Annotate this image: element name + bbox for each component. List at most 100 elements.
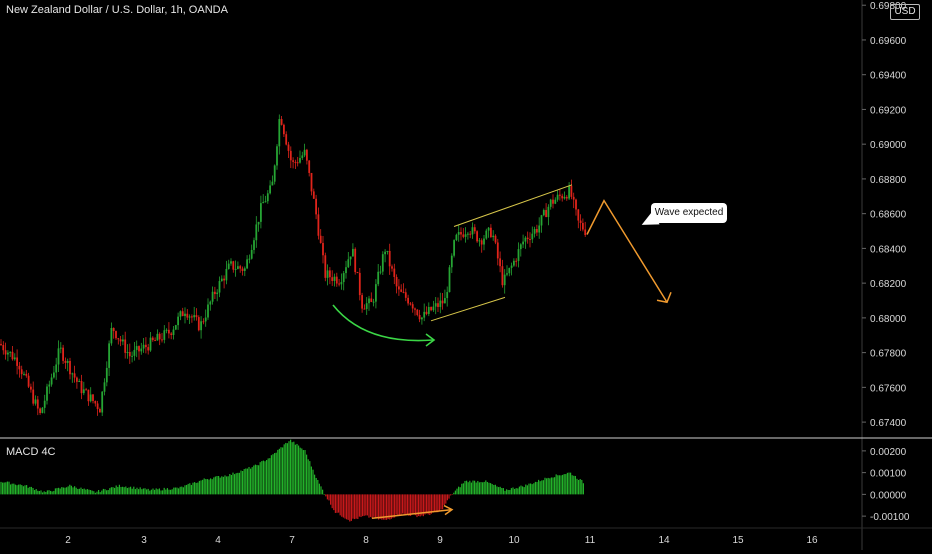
macd-bar bbox=[442, 494, 444, 510]
candle-body bbox=[202, 321, 205, 323]
macd-bar bbox=[462, 483, 464, 495]
currency-badge[interactable]: USD bbox=[890, 4, 920, 20]
candle-body bbox=[99, 408, 101, 413]
macd-bar bbox=[477, 480, 479, 495]
macd-bar bbox=[531, 484, 533, 495]
macd-bar bbox=[82, 489, 84, 495]
macd-bar bbox=[157, 489, 159, 495]
macd-bar bbox=[147, 488, 149, 495]
candle-body bbox=[473, 227, 476, 232]
macd-bar bbox=[24, 485, 26, 495]
candle-body bbox=[276, 146, 278, 166]
candle-body bbox=[239, 266, 242, 269]
macd-bar bbox=[101, 490, 103, 495]
macd-bar bbox=[448, 494, 450, 499]
macd-bar bbox=[163, 487, 165, 495]
macd-bar bbox=[190, 484, 192, 495]
macd-bar bbox=[435, 494, 437, 513]
macd-bar bbox=[582, 483, 584, 495]
macd-bar bbox=[104, 489, 106, 495]
candle-body bbox=[513, 260, 515, 266]
candle-body bbox=[220, 278, 223, 282]
macd-bar bbox=[464, 480, 466, 495]
candle-body bbox=[568, 185, 570, 199]
time-axis[interactable]: 2 3 4 7 8 9 10 11 14 15 16 bbox=[65, 535, 818, 546]
candle-body bbox=[243, 268, 246, 271]
macd-bar bbox=[69, 484, 71, 495]
candle-body bbox=[386, 250, 389, 252]
candle-body bbox=[179, 311, 182, 317]
macd-bar bbox=[296, 443, 298, 495]
macd-bar bbox=[0, 481, 2, 495]
candle-body bbox=[312, 191, 315, 199]
macd-bar bbox=[362, 494, 364, 517]
candle-body bbox=[262, 202, 265, 204]
macd-bar bbox=[322, 489, 324, 495]
candle-body bbox=[533, 229, 536, 234]
macd-bar bbox=[318, 483, 320, 495]
macd-bar bbox=[534, 481, 536, 495]
price-tick-label: 0.68400 bbox=[870, 244, 907, 255]
candle-body bbox=[94, 400, 97, 404]
macd-bar bbox=[451, 494, 453, 495]
candle-body bbox=[303, 149, 306, 156]
candle-body bbox=[324, 255, 327, 278]
macd-bar bbox=[480, 482, 482, 495]
macd-bar bbox=[376, 494, 378, 518]
macd-axis[interactable]: 0.00200 0.00100 0.00000 -0.00100 bbox=[862, 447, 910, 523]
candle-body bbox=[444, 298, 446, 304]
candle-body bbox=[457, 232, 460, 235]
macd-bar bbox=[424, 494, 426, 515]
candle-body bbox=[280, 119, 283, 125]
macd-bar bbox=[192, 482, 194, 495]
candle-body bbox=[230, 261, 232, 264]
candle-body bbox=[416, 309, 419, 316]
macd-bar bbox=[96, 491, 98, 495]
candle-body bbox=[283, 124, 285, 135]
candle-body bbox=[506, 273, 508, 275]
macd-bar bbox=[472, 480, 474, 495]
macd-bar bbox=[576, 478, 578, 495]
macd-bar bbox=[264, 461, 266, 495]
price-axis[interactable]: 0.67400 0.67600 0.67800 0.68000 0.68200 0.684… bbox=[862, 1, 907, 429]
candle-body bbox=[292, 160, 294, 162]
macd-bar bbox=[536, 481, 538, 495]
macd-label: MACD 4C bbox=[6, 446, 56, 458]
candle-body bbox=[163, 330, 166, 340]
candle-body bbox=[234, 268, 237, 270]
macd-bar bbox=[552, 477, 554, 495]
macd-bar bbox=[243, 469, 245, 495]
projected-wave bbox=[586, 199, 672, 304]
macd-bar bbox=[328, 494, 330, 501]
macd-bar bbox=[248, 466, 250, 495]
macd-bar bbox=[434, 494, 436, 512]
candle-body bbox=[193, 315, 196, 318]
candle-body bbox=[517, 249, 520, 262]
candle-body bbox=[490, 227, 492, 238]
candle-body bbox=[223, 278, 225, 281]
candle-body bbox=[469, 233, 472, 235]
candle-body bbox=[476, 231, 478, 242]
candle-body bbox=[375, 284, 377, 302]
macd-bar bbox=[470, 482, 472, 495]
macd-bar bbox=[5, 482, 7, 495]
candle-body bbox=[423, 311, 426, 318]
macd-bar bbox=[154, 489, 156, 495]
macd-bar bbox=[102, 488, 104, 495]
candle-body bbox=[460, 232, 462, 235]
candle-body bbox=[25, 373, 28, 376]
macd-arrow-line bbox=[371, 508, 453, 520]
macd-bar bbox=[334, 494, 336, 513]
macd-bar bbox=[341, 494, 343, 517]
candle-body bbox=[437, 303, 439, 307]
candle-body bbox=[115, 331, 117, 339]
macd-bar bbox=[483, 481, 485, 495]
macd-bar bbox=[299, 447, 301, 495]
macd-bar bbox=[381, 494, 383, 520]
macd-divergence-arrow bbox=[371, 504, 454, 520]
macd-bar bbox=[342, 494, 344, 518]
macd-bar bbox=[571, 475, 573, 495]
macd-bar bbox=[245, 468, 247, 495]
macd-bar bbox=[490, 483, 492, 495]
